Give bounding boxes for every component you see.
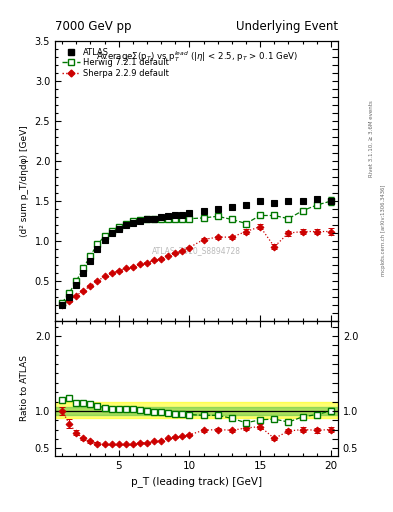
Text: Average$\Sigma$(p$_T$) vs p$_T^{lead}$ ($|\eta|$ < 2.5, p$_T$ > 0.1 GeV): Average$\Sigma$(p$_T$) vs p$_T^{lead}$ (… <box>95 49 298 65</box>
Text: Underlying Event: Underlying Event <box>236 20 338 33</box>
Y-axis label: ⟨d² sum p_T/dηdφ⟩ [GeV]: ⟨d² sum p_T/dηdφ⟩ [GeV] <box>20 125 29 237</box>
Bar <box>55 402 338 418</box>
Bar <box>55 407 338 415</box>
Text: 7000 GeV pp: 7000 GeV pp <box>55 20 132 33</box>
Text: mcplots.cern.ch [arXiv:1306.3436]: mcplots.cern.ch [arXiv:1306.3436] <box>381 185 386 276</box>
Text: Rivet 3.1.10, ≥ 3.6M events: Rivet 3.1.10, ≥ 3.6M events <box>369 100 374 177</box>
Legend: ATLAS, Herwig 7.2.1 default, Sherpa 2.2.9 default: ATLAS, Herwig 7.2.1 default, Sherpa 2.2.… <box>59 45 172 80</box>
Text: ATLAS_2010_S8894728: ATLAS_2010_S8894728 <box>152 247 241 255</box>
Y-axis label: Ratio to ATLAS: Ratio to ATLAS <box>20 355 29 421</box>
X-axis label: p_T (leading track) [GeV]: p_T (leading track) [GeV] <box>131 476 262 487</box>
